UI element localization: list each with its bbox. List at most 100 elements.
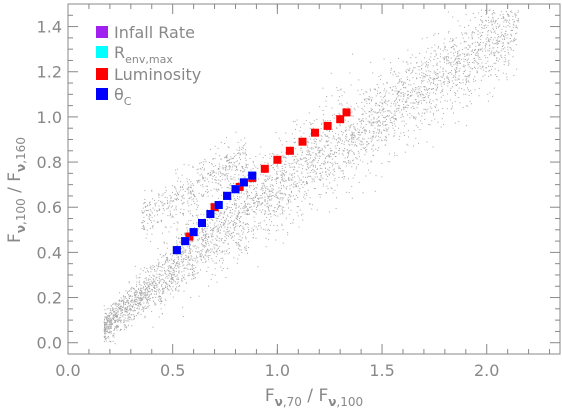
cloud-point (476, 62, 478, 63)
cloud-point (311, 142, 313, 144)
cloud-point (324, 158, 326, 160)
cloud-point (107, 316, 109, 317)
cloud-point (174, 259, 176, 261)
cloud-point (147, 279, 149, 281)
cloud-point (229, 252, 231, 254)
cloud-point (414, 90, 416, 92)
cloud-point (478, 37, 480, 39)
cloud-point (193, 184, 194, 186)
cloud-point (465, 41, 467, 43)
cloud-point (360, 126, 362, 128)
cloud-point (175, 214, 177, 215)
cloud-point (115, 313, 117, 315)
cloud-point (442, 50, 444, 52)
cloud-point (164, 196, 166, 198)
cloud-point (146, 302, 148, 304)
cloud-point (288, 179, 289, 181)
cloud-point (168, 289, 170, 291)
cloud-point (454, 68, 456, 70)
cloud-point (218, 228, 219, 230)
cloud-point (390, 105, 392, 107)
cloud-point (114, 328, 116, 330)
cloud-point (421, 61, 422, 63)
cloud-point (329, 155, 330, 157)
cloud-point (394, 90, 396, 92)
cloud-point (305, 157, 306, 159)
cloud-point (367, 141, 369, 143)
cloud-point (164, 272, 166, 274)
cloud-point (269, 193, 271, 195)
cloud-point (227, 215, 229, 217)
cloud-point (418, 100, 420, 102)
cloud-point (193, 275, 195, 277)
cloud-point (284, 193, 286, 195)
cloud-point (296, 186, 298, 188)
cloud-point (276, 225, 278, 227)
cloud-point (106, 331, 108, 333)
cloud-point (329, 156, 331, 158)
cloud-point (245, 163, 247, 165)
cloud-point (317, 168, 319, 170)
cloud-point (301, 200, 303, 202)
cloud-point (242, 207, 244, 209)
cloud-point (433, 72, 435, 74)
cloud-point (335, 208, 337, 209)
cloud-point (216, 190, 218, 192)
cloud-point (211, 195, 213, 197)
cloud-point (376, 84, 378, 85)
cloud-point (398, 90, 400, 92)
cloud-point (381, 110, 383, 112)
cloud-point (309, 122, 311, 124)
cloud-point (512, 19, 514, 20)
cloud-point (385, 127, 387, 129)
cloud-point (397, 108, 399, 109)
cloud-point (215, 238, 217, 240)
cloud-point (459, 68, 461, 70)
cloud-point (359, 134, 360, 136)
cloud-point (500, 50, 502, 52)
cloud-point (402, 98, 404, 100)
cloud-point (225, 219, 227, 221)
cloud-point (140, 293, 142, 295)
cloud-point (150, 293, 152, 295)
cloud-point (129, 308, 131, 310)
cloud-point (112, 315, 114, 317)
cloud-point (242, 168, 244, 169)
cloud-point (468, 74, 470, 76)
cloud-point (105, 335, 106, 337)
cloud-point (497, 47, 499, 49)
cloud-point (437, 73, 439, 75)
cloud-point (191, 256, 193, 258)
cloud-point (453, 55, 455, 57)
cloud-point (281, 197, 283, 199)
cloud-point (503, 25, 505, 27)
cloud-point (266, 180, 268, 182)
cloud-point (277, 206, 279, 208)
cloud-point (137, 303, 139, 304)
cloud-point (423, 79, 425, 81)
cloud-point (249, 158, 251, 159)
cloud-point (169, 286, 171, 288)
cloud-point (404, 151, 406, 153)
cloud-point (502, 16, 504, 18)
cloud-point (350, 149, 352, 151)
cloud-point (237, 213, 239, 215)
cloud-point (401, 120, 403, 122)
cloud-point (507, 25, 509, 27)
cloud-point (446, 108, 448, 110)
cloud-point (502, 17, 504, 19)
cloud-point (334, 189, 336, 191)
cloud-point (196, 223, 198, 225)
cloud-point (172, 192, 173, 194)
cloud-point (143, 203, 145, 205)
y-tick-label: 0.0 (37, 334, 62, 353)
cloud-point (177, 278, 179, 280)
cloud-point (426, 111, 428, 113)
cloud-point (143, 267, 145, 269)
cloud-point (253, 230, 254, 232)
cloud-point (468, 75, 470, 76)
cloud-point (273, 153, 275, 155)
cloud-point (227, 230, 229, 232)
cloud-point (182, 280, 184, 282)
cloud-point (260, 189, 262, 190)
